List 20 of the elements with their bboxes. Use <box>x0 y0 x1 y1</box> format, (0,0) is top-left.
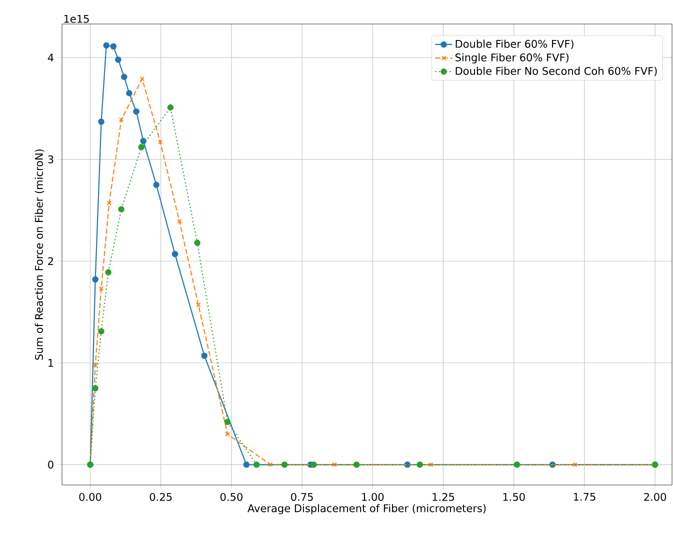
x-tick-label: 1.50 <box>503 492 525 501</box>
y-tick-label: 3 <box>48 155 54 164</box>
x-tick-label: 0.25 <box>150 492 172 501</box>
y-tick-label: 4 <box>48 54 54 62</box>
y-axis-title: Sum of Reaction Force on Fiber (microN) <box>34 149 44 360</box>
x-tick-label: 0.75 <box>291 492 313 501</box>
x-tick-label: 1.75 <box>574 492 596 501</box>
y-tick-label: 1 <box>48 359 54 367</box>
x-tick-label: 2.00 <box>644 492 666 501</box>
legend-label: Double Fiber 60% FVF) <box>456 40 574 50</box>
x-tick-label: 0.00 <box>79 492 102 501</box>
legend-label: Single Fiber 60% FVF) <box>455 53 568 64</box>
x-tick-label: 1.00 <box>362 492 384 501</box>
y-tick-label: 0 <box>48 460 54 469</box>
y-tick-label: 2 <box>48 257 53 266</box>
x-tick-label: 0.50 <box>220 492 242 501</box>
text: 1e15 <box>64 14 89 23</box>
x-axis-title: Average Displacement of Fiber (micrometers) <box>248 504 486 514</box>
x-tick-label: 1.25 <box>432 492 454 501</box>
legend-label: Double Fiber No Second Coh 60% FVF) <box>456 66 657 76</box>
